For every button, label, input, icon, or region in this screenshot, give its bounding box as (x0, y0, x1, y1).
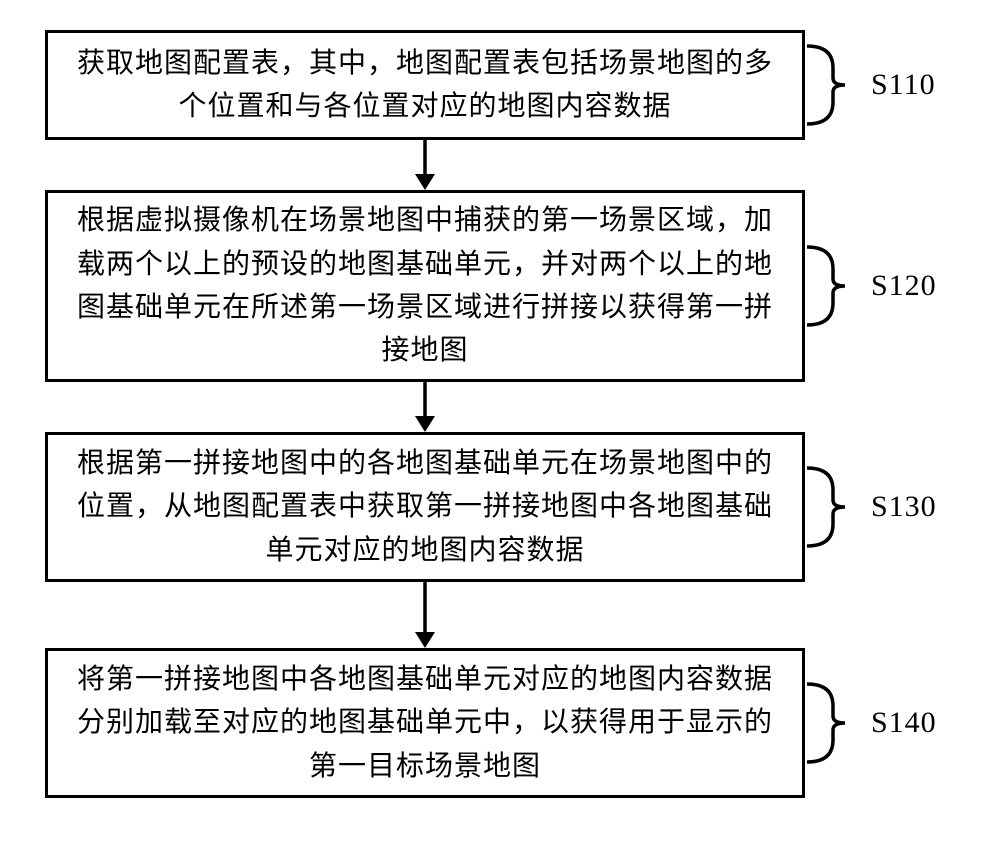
flow-step-1: 获取地图配置表，其中，地图配置表包括场景地图的多个位置和与各位置对应的地图内容数… (45, 30, 955, 140)
flow-step-3: 根据第一拼接地图中的各地图基础单元在场景地图中的位置，从地图配置表中获取第一拼接… (45, 432, 955, 582)
step-label-3: S130 (871, 490, 937, 524)
arrow-2 (411, 382, 439, 432)
step-box-2: 根据虚拟摄像机在场景地图中捕获的第一场景区域，加载两个以上的预设的地图基础单元，… (45, 190, 805, 382)
step-box-1: 获取地图配置表，其中，地图配置表包括场景地图的多个位置和与各位置对应的地图内容数… (45, 30, 805, 140)
brace-3 (805, 462, 865, 552)
step-box-4: 将第一拼接地图中各地图基础单元对应的地图内容数据分别加载至对应的地图基础单元中，… (45, 648, 805, 798)
arrow-1 (411, 140, 439, 190)
arrow-2-wrap (45, 382, 955, 432)
arrow-1-wrap (45, 140, 955, 190)
flow-step-4: 将第一拼接地图中各地图基础单元对应的地图内容数据分别加载至对应的地图基础单元中，… (45, 648, 955, 798)
arrow-3 (411, 582, 439, 648)
step-label-1: S110 (871, 68, 936, 102)
brace-4 (805, 678, 865, 768)
flowchart-container: 获取地图配置表，其中，地图配置表包括场景地图的多个位置和与各位置对应的地图内容数… (45, 30, 955, 798)
step-label-4: S140 (871, 706, 937, 740)
brace-1 (805, 40, 865, 130)
step-box-3: 根据第一拼接地图中的各地图基础单元在场景地图中的位置，从地图配置表中获取第一拼接… (45, 432, 805, 582)
step-label-2: S120 (871, 269, 937, 303)
flow-step-2: 根据虚拟摄像机在场景地图中捕获的第一场景区域，加载两个以上的预设的地图基础单元，… (45, 190, 955, 382)
arrow-3-wrap (45, 582, 955, 648)
brace-2 (805, 241, 865, 331)
